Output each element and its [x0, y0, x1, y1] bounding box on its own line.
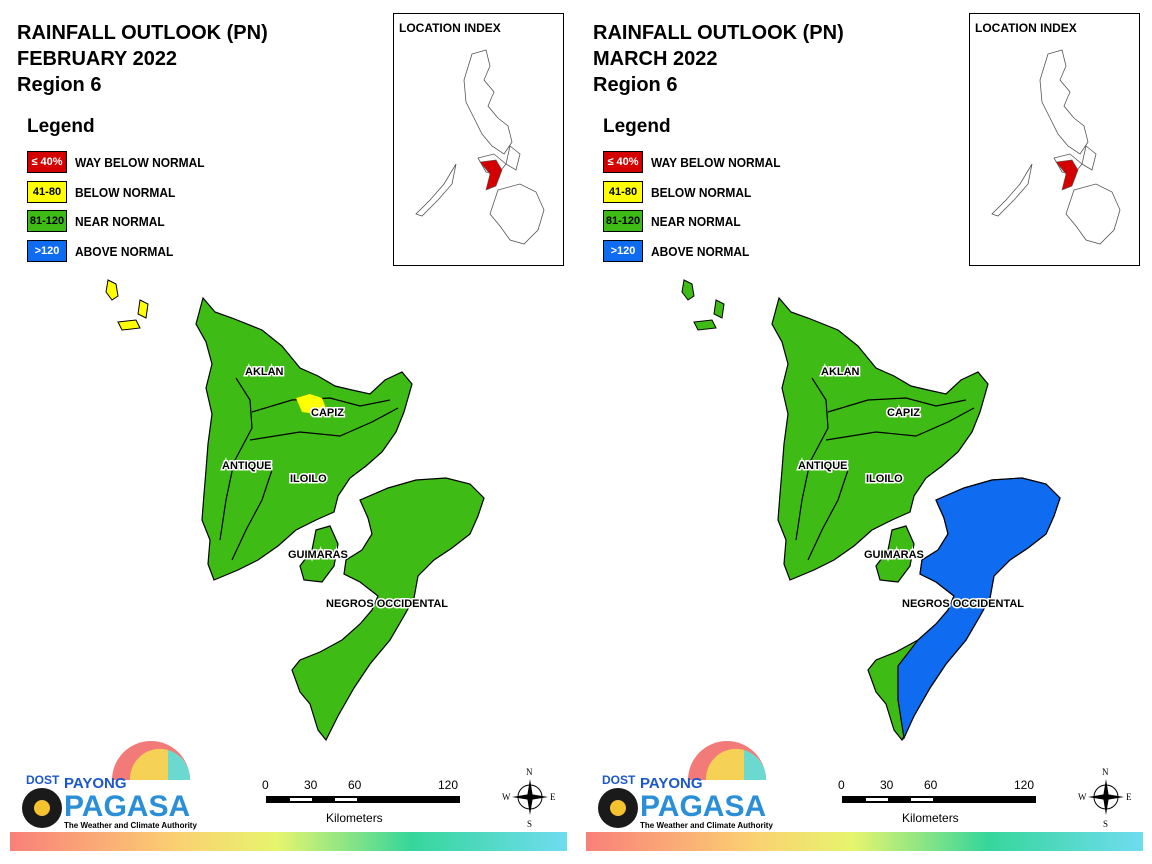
- scale-tick-60: 60: [348, 778, 362, 792]
- label-capiz: CAPIZ: [887, 407, 920, 419]
- panel-march: RAINFALL OUTLOOK (PN) MARCH 2022 Region …: [576, 0, 1152, 864]
- legend-item-near: 81-120 NEAR NORMAL: [27, 209, 173, 233]
- scale-tick-30: 30: [304, 778, 318, 792]
- label-aklan: AKLAN: [245, 366, 284, 378]
- compass-e: E: [550, 792, 556, 802]
- pagasa-logo: DOST PAYONG PAGASA The Weather and Clima…: [18, 740, 198, 835]
- inset-title: LOCATION INDEX: [975, 21, 1077, 35]
- map-title: RAINFALL OUTLOOK (PN) FEBRUARY 2022 Regi…: [17, 20, 268, 98]
- scale-tick-60: 60: [924, 778, 938, 792]
- logo-umbrella: DOST PAYONG PAGASA The Weather and Clima…: [598, 741, 773, 830]
- label-negros: NEGROS OCCIDENTAL: [902, 598, 1024, 610]
- logo-umbrella: DOST PAYONG PAGASA The Weather and Clima…: [22, 741, 197, 830]
- label-negros: NEGROS OCCIDENTAL: [326, 598, 448, 610]
- scale-tick-120: 120: [1014, 778, 1034, 792]
- region6-map: AKLAN CAPIZ ANTIQUE ILOILO GUIMARAS NEGR…: [105, 279, 485, 742]
- legend-label: WAY BELOW NORMAL: [651, 154, 781, 170]
- location-index-inset: LOCATION INDEX: [393, 13, 564, 266]
- legend-swatch: 81-120: [603, 210, 643, 232]
- compass-e: E: [1126, 792, 1132, 802]
- scale-bar: 0 30 60 120 Kilometers: [838, 776, 1038, 826]
- logo-tagline: The Weather and Climate Authority: [64, 821, 197, 830]
- title-line-1: RAINFALL OUTLOOK (PN): [17, 22, 268, 44]
- philippines-outline: [991, 49, 1121, 245]
- legend-label: ABOVE NORMAL: [651, 243, 750, 259]
- scale-tick-0: 0: [262, 778, 269, 792]
- logo-payong: PAYONG: [640, 775, 703, 792]
- legend-heading: Legend: [603, 116, 671, 137]
- compass-n: N: [526, 767, 533, 777]
- legend-swatch: ≤ 40%: [603, 151, 643, 173]
- legend-swatch: >120: [603, 240, 643, 262]
- logo-pagasa: PAGASA: [64, 790, 190, 823]
- map-title: RAINFALL OUTLOOK (PN) MARCH 2022 Region …: [593, 20, 844, 98]
- north-arrow: N S E W: [500, 765, 560, 830]
- scale-bar: 0 30 60 120 Kilometers: [262, 776, 462, 826]
- title-line-1: RAINFALL OUTLOOK (PN): [593, 22, 844, 44]
- inset-title: LOCATION INDEX: [399, 21, 501, 35]
- legend-swatch: 41-80: [603, 181, 643, 203]
- scale-tick-0: 0: [838, 778, 845, 792]
- compass-w: W: [502, 792, 511, 802]
- legend-swatch: >120: [27, 240, 67, 262]
- legend-item-below: 41-80 BELOW NORMAL: [603, 180, 760, 204]
- logo-dost: DOST: [26, 773, 60, 787]
- scale-tick-120: 120: [438, 778, 458, 792]
- compass-n: N: [1102, 767, 1109, 777]
- compass-s: S: [527, 819, 532, 829]
- title-region: Region 6: [593, 74, 678, 96]
- legend-heading: Legend: [27, 116, 95, 137]
- title-region: Region 6: [17, 74, 102, 96]
- legend-item-way-below: ≤ 40% WAY BELOW NORMAL: [603, 150, 792, 174]
- scale-unit: Kilometers: [902, 811, 959, 825]
- legend-label: ABOVE NORMAL: [75, 243, 174, 259]
- label-guimaras: GUIMARAS: [288, 549, 348, 561]
- title-month: MARCH 2022: [593, 48, 718, 70]
- footer-gradient-bar: [10, 832, 567, 851]
- logo-payong: PAYONG: [64, 775, 127, 792]
- logo-tagline: The Weather and Climate Authority: [640, 821, 773, 830]
- philippines-outline: [415, 49, 545, 245]
- location-index-inset: LOCATION INDEX: [969, 13, 1140, 266]
- legend-item-way-below: ≤ 40% WAY BELOW NORMAL: [27, 150, 216, 174]
- compass-s: S: [1103, 819, 1108, 829]
- label-iloilo: ILOILO: [290, 473, 327, 485]
- legend-swatch: 41-80: [27, 181, 67, 203]
- legend-label: BELOW NORMAL: [75, 184, 176, 200]
- logo-pagasa: PAGASA: [640, 790, 766, 823]
- label-antique: ANTIQUE: [798, 460, 848, 472]
- legend-label: BELOW NORMAL: [651, 184, 752, 200]
- label-iloilo: ILOILO: [866, 473, 903, 485]
- pagasa-logo: DOST PAYONG PAGASA The Weather and Clima…: [594, 740, 774, 835]
- legend-label: NEAR NORMAL: [651, 213, 741, 229]
- label-guimaras: GUIMARAS: [864, 549, 924, 561]
- legend-item-below: 41-80 BELOW NORMAL: [27, 180, 184, 204]
- legend-item-above: >120 ABOVE NORMAL: [603, 239, 758, 263]
- panel-february: RAINFALL OUTLOOK (PN) FEBRUARY 2022 Regi…: [10, 13, 567, 851]
- legend-label: WAY BELOW NORMAL: [75, 154, 205, 170]
- legend-label: NEAR NORMAL: [75, 213, 165, 229]
- compass-w: W: [1078, 792, 1087, 802]
- legend-item-near: 81-120 NEAR NORMAL: [603, 209, 749, 233]
- label-capiz: CAPIZ: [311, 407, 344, 419]
- scale-tick-30: 30: [880, 778, 894, 792]
- legend-swatch: 81-120: [27, 210, 67, 232]
- legend-swatch: ≤ 40%: [27, 151, 67, 173]
- logo-dost: DOST: [602, 773, 636, 787]
- legend-item-above: >120 ABOVE NORMAL: [27, 239, 182, 263]
- north-arrow: N S E W: [1076, 765, 1136, 830]
- footer-gradient-bar: [586, 832, 1143, 851]
- scale-unit: Kilometers: [326, 811, 383, 825]
- title-month: FEBRUARY 2022: [17, 48, 178, 70]
- region6-map: AKLAN CAPIZ ANTIQUE ILOILO GUIMARAS NEGR…: [681, 279, 1061, 742]
- label-antique: ANTIQUE: [222, 460, 272, 472]
- label-aklan: AKLAN: [821, 366, 860, 378]
